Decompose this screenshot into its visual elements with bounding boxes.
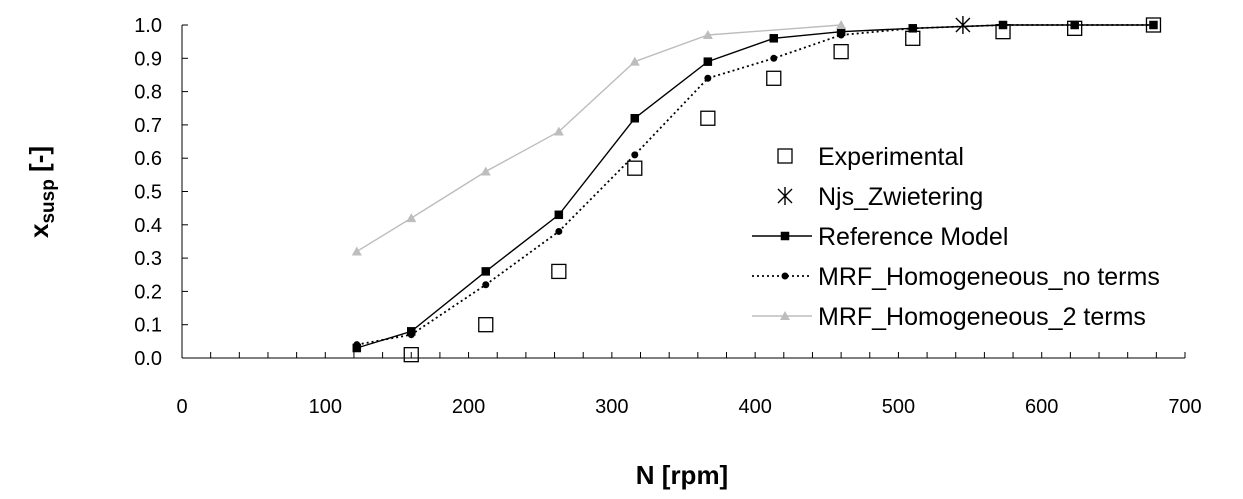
x-tick-label: 0 — [176, 396, 187, 418]
series-mrf-homogeneous-no-terms — [353, 21, 1157, 349]
legend-label-experimental: Experimental — [818, 143, 964, 171]
legend-entry-njs-zwietering: Njs_Zwietering — [777, 183, 983, 211]
data-point-mrf-homogeneous-no-terms — [555, 227, 563, 235]
series-mrf-homogeneous-2-terms — [351, 20, 847, 256]
x-axis-title: N [rpm] — [636, 460, 728, 490]
legend-label-reference-model: Reference Model — [818, 223, 1008, 251]
data-point-experimental — [627, 160, 643, 176]
legend-entry-mrf-homogeneous-2-terms: MRF_Homogeneous_2 terms — [752, 303, 1146, 331]
y-axis-title-main: x — [24, 223, 54, 238]
data-point-experimental — [766, 70, 782, 86]
legend-marker-mrf-homogeneous-2-terms — [780, 311, 790, 320]
data-point-mrf-homogeneous-no-terms — [631, 151, 639, 159]
legend-label-mrf-homogeneous-no-terms: MRF_Homogeneous_no terms — [818, 263, 1160, 291]
legend-entry-mrf-homogeneous-no-terms: MRF_Homogeneous_no terms — [752, 263, 1160, 291]
data-point-mrf-homogeneous-no-terms — [482, 281, 490, 289]
y-tick-label: 0.4 — [134, 215, 162, 237]
data-point-njs-zwietering — [955, 16, 971, 34]
x-tick-label: 600 — [1025, 396, 1058, 418]
x-tick-label: 300 — [595, 396, 628, 418]
legend-marker-reference-model — [780, 231, 790, 241]
legend-marker-mrf-homogeneous-no-terms — [781, 272, 789, 280]
data-point-mrf-homogeneous-no-terms — [1071, 21, 1079, 29]
data-point-experimental — [905, 30, 921, 46]
y-axis-title: xsusp [-] — [24, 146, 59, 238]
data-point-reference-model — [703, 57, 713, 66]
tick-labels: 0 100 200 300 400 500 600 700 0.0 0.1 0.2 0.3 0.4 0.5… — [134, 15, 1202, 418]
data-point-reference-model — [769, 34, 779, 43]
y-tick-label: 0.6 — [134, 148, 162, 170]
y-tick-label: 0.1 — [134, 315, 162, 337]
data-point-mrf-homogeneous-2-terms — [702, 29, 713, 39]
legend-entry-experimental: Experimental — [777, 143, 964, 171]
data-point-reference-model — [481, 267, 491, 276]
y-axis-title-suffix: [-] — [24, 146, 54, 179]
data-point-mrf-homogeneous-no-terms — [1149, 21, 1157, 29]
series-njs-zwietering — [955, 16, 971, 34]
data-point-reference-model — [554, 210, 564, 220]
data-point-mrf-homogeneous-2-terms — [629, 56, 640, 66]
data-point-experimental — [478, 317, 494, 333]
data-point-experimental — [833, 43, 849, 60]
legend-marker-njs-zwietering — [777, 187, 793, 205]
series-line-mrf-homogeneous-no-terms — [356, 24, 1154, 346]
data-point-reference-model — [630, 113, 640, 123]
legend-entry-reference-model: Reference Model — [752, 223, 1008, 251]
data-point-mrf-homogeneous-2-terms — [406, 213, 417, 223]
y-tick-label: 0.7 — [134, 115, 162, 137]
data-point-mrf-homogeneous-no-terms — [770, 54, 778, 62]
data-point-mrf-homogeneous-no-terms — [353, 341, 361, 349]
y-tick-label: 0.8 — [134, 82, 162, 104]
series-line-reference-model — [356, 24, 1154, 349]
x-tick-label: 700 — [1168, 396, 1201, 418]
legend-label-njs-zwietering: Njs_Zwietering — [818, 183, 983, 211]
y-tick-label: 0.0 — [134, 348, 162, 370]
data-point-mrf-homogeneous-2-terms — [836, 20, 847, 29]
data-point-mrf-homogeneous-2-terms — [480, 166, 491, 176]
x-tick-label: 200 — [452, 396, 485, 418]
legend-marker-experimental — [777, 148, 793, 164]
series-line-mrf-homogeneous-2-terms — [356, 24, 842, 253]
y-tick-label: 0.9 — [134, 48, 162, 70]
data-point-mrf-homogeneous-no-terms — [909, 24, 917, 32]
y-tick-label: 1.0 — [134, 15, 162, 37]
axes — [181, 24, 1186, 359]
legend: Experimental Njs_Zwietering Reference Mode… — [752, 143, 1160, 331]
data-point-experimental — [700, 110, 716, 126]
plot-area — [351, 16, 1162, 363]
data-point-mrf-homogeneous-2-terms — [351, 246, 362, 256]
data-point-mrf-homogeneous-no-terms — [837, 31, 845, 39]
legend-label-mrf-homogeneous-2-terms: MRF_Homogeneous_2 terms — [818, 303, 1146, 331]
y-tick-label: 0.2 — [134, 281, 162, 303]
data-point-experimental — [551, 263, 567, 280]
x-tick-label: 500 — [882, 396, 915, 418]
data-point-mrf-homogeneous-no-terms — [407, 331, 415, 339]
y-axis-title-subscript: susp — [38, 179, 59, 223]
x-tick-label: 100 — [309, 396, 342, 418]
y-tick-label: 0.5 — [134, 182, 162, 204]
data-point-mrf-homogeneous-2-terms — [553, 126, 564, 136]
data-point-mrf-homogeneous-no-terms — [704, 74, 712, 82]
x-tick-label: 400 — [738, 396, 771, 418]
data-point-mrf-homogeneous-no-terms — [999, 21, 1007, 29]
y-tick-label: 0.3 — [134, 248, 162, 270]
